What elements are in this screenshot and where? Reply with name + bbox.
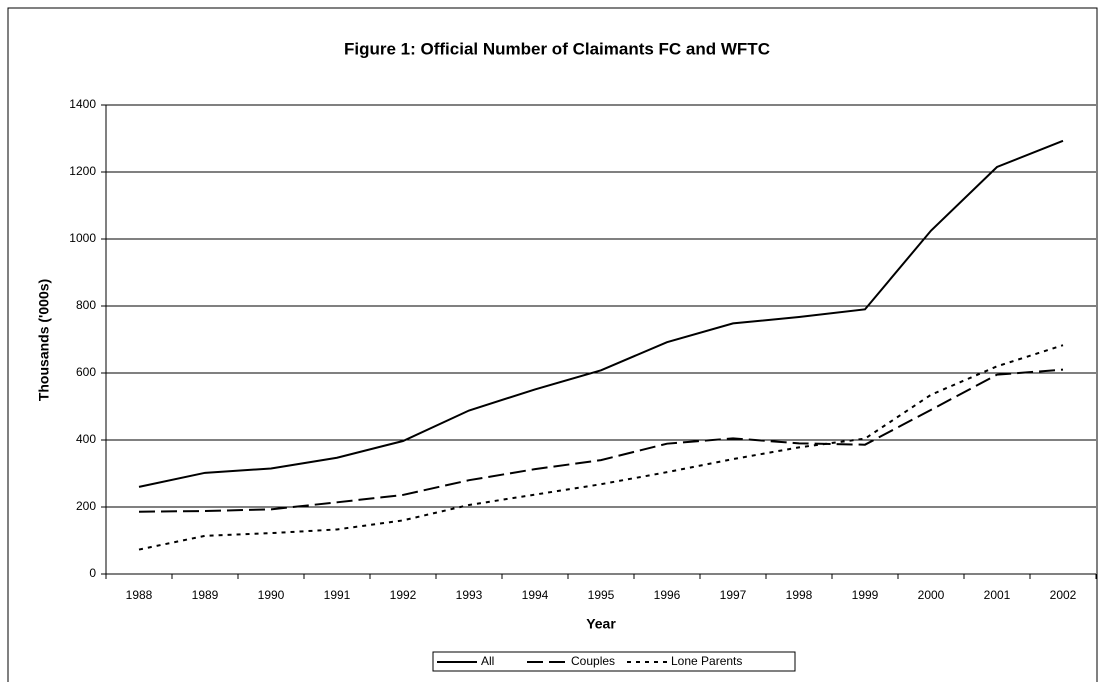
x-tick-label: 1988	[126, 588, 153, 602]
y-tick-label: 200	[76, 499, 96, 513]
x-tick-label: 2000	[918, 588, 945, 602]
y-tick-label: 800	[76, 298, 96, 312]
legend-label: Lone Parents	[671, 654, 742, 668]
y-tick-label: 1200	[69, 164, 96, 178]
x-tick-label: 1993	[456, 588, 483, 602]
series-line	[138, 344, 1064, 551]
x-tick-label: 1990	[258, 588, 285, 602]
y-axis-title: Thousands ('000s)	[36, 279, 52, 401]
y-tick-label: 600	[76, 365, 96, 379]
series-line	[138, 368, 1064, 513]
x-tick-label: 1999	[852, 588, 879, 602]
x-tick-label: 1995	[588, 588, 615, 602]
x-tick-label: 1994	[522, 588, 549, 602]
legend-box	[432, 651, 796, 672]
series-line	[138, 139, 1064, 488]
legend-label: All	[481, 654, 494, 668]
x-tick-label: 2002	[1050, 588, 1077, 602]
x-tick-label: 1989	[192, 588, 219, 602]
chart-frame	[7, 7, 1098, 682]
legend-label: Couples	[571, 654, 615, 668]
y-tick-label: 400	[76, 432, 96, 446]
x-tick-label: 1998	[786, 588, 813, 602]
x-axis-title: Year	[586, 616, 616, 632]
x-tick-label: 1997	[720, 588, 747, 602]
x-tick-label: 2001	[984, 588, 1011, 602]
x-tick-label: 1992	[390, 588, 417, 602]
y-tick-label: 0	[89, 566, 96, 580]
y-tick-label: 1400	[69, 97, 96, 111]
x-tick-label: 1996	[654, 588, 681, 602]
x-tick-label: 1991	[324, 588, 351, 602]
chart-title: Figure 1: Official Number of Claimants F…	[344, 39, 770, 58]
y-tick-label: 1000	[69, 231, 96, 245]
